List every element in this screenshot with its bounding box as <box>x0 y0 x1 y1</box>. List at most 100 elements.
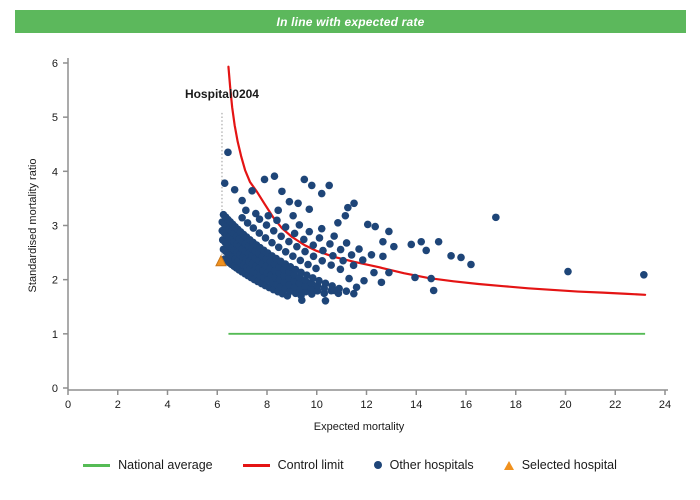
other-hospital-point[interactable] <box>295 221 304 229</box>
other-hospital-point[interactable] <box>277 232 285 241</box>
other-hospital-point[interactable] <box>349 261 358 270</box>
selected-hospital-marker[interactable] <box>215 254 227 267</box>
other-hospital-point[interactable] <box>350 199 358 208</box>
other-hospital-point[interactable] <box>303 271 311 279</box>
other-hospital-point[interactable] <box>305 227 314 236</box>
other-hospital-point[interactable] <box>321 279 330 288</box>
other-hospital-point[interactable] <box>255 215 264 223</box>
other-hospital-point[interactable] <box>238 213 246 222</box>
other-hospital-point[interactable] <box>309 241 318 249</box>
other-hospital-point[interactable] <box>248 187 256 195</box>
other-hospital-point[interactable] <box>290 229 299 238</box>
other-hospital-point[interactable] <box>336 265 345 274</box>
other-hospital-point[interactable] <box>304 260 312 269</box>
other-hospital-point[interactable] <box>281 248 290 256</box>
other-hospital-point[interactable] <box>289 211 297 220</box>
other-hospital-point[interactable] <box>307 290 316 298</box>
other-hospital-point[interactable] <box>640 270 648 279</box>
other-hospital-point[interactable] <box>317 224 326 233</box>
other-hospital-point[interactable] <box>274 243 283 252</box>
other-hospital-point[interactable] <box>298 296 306 305</box>
other-hospital-point[interactable] <box>269 226 278 235</box>
other-hospital-point[interactable] <box>309 252 318 261</box>
other-hospital-point[interactable] <box>278 187 286 196</box>
other-hospital-point[interactable] <box>300 175 309 184</box>
other-hospital-point[interactable] <box>317 189 326 198</box>
other-hospital-point[interactable] <box>350 289 358 298</box>
other-hospital-point[interactable] <box>270 172 279 180</box>
other-hospital-point[interactable] <box>315 234 324 242</box>
other-hospital-point[interactable] <box>358 256 367 264</box>
other-hospital-point[interactable] <box>325 181 333 190</box>
other-hospital-point[interactable] <box>564 267 572 276</box>
other-hospital-point[interactable] <box>255 229 264 237</box>
other-hospital-point[interactable] <box>238 196 246 205</box>
other-hospital-point[interactable] <box>367 250 376 259</box>
other-hospital-point[interactable] <box>360 276 368 285</box>
other-hospital-point[interactable] <box>370 268 378 277</box>
other-hospital-point[interactable] <box>305 205 314 214</box>
legend-item-other-hospitals[interactable]: Other hospitals <box>373 458 474 472</box>
other-hospital-point[interactable] <box>427 274 435 283</box>
other-hospital-point[interactable] <box>262 221 271 229</box>
other-hospital-point[interactable] <box>242 206 250 215</box>
other-hospital-point[interactable] <box>252 209 260 218</box>
other-hospital-point[interactable] <box>224 148 232 157</box>
other-hospital-point[interactable] <box>307 181 316 190</box>
other-hospital-point[interactable] <box>457 253 465 262</box>
other-hospital-point[interactable] <box>315 276 323 285</box>
other-hospital-point[interactable] <box>345 274 353 283</box>
other-hospital-point[interactable] <box>352 283 361 292</box>
other-hospital-point[interactable] <box>312 264 320 273</box>
other-hospital-point[interactable] <box>319 246 327 255</box>
other-hospital-point[interactable] <box>285 197 294 206</box>
other-hospital-point[interactable] <box>492 213 500 222</box>
other-hospital-point[interactable] <box>281 223 290 231</box>
other-hospital-point[interactable] <box>285 237 293 246</box>
other-hospital-point[interactable] <box>329 251 337 260</box>
other-hospital-point[interactable] <box>220 179 229 188</box>
other-hospital-point[interactable] <box>289 252 297 260</box>
other-hospital-point[interactable] <box>295 279 304 288</box>
other-hospital-point[interactable] <box>344 203 352 212</box>
other-hospital-point[interactable] <box>313 286 322 295</box>
other-hospital-point[interactable] <box>301 247 309 256</box>
other-hospital-point[interactable] <box>347 251 356 259</box>
other-hospital-point[interactable] <box>300 235 308 244</box>
other-hospital-point[interactable] <box>261 234 270 242</box>
other-hospital-point[interactable] <box>379 237 387 246</box>
other-hospital-point[interactable] <box>260 175 269 184</box>
legend-item-selected-hospital[interactable]: Selected hospital <box>503 458 617 472</box>
other-hospital-point[interactable] <box>339 256 347 265</box>
other-hospital-point[interactable] <box>326 240 334 248</box>
other-hospital-point[interactable] <box>342 287 351 295</box>
other-hospital-point[interactable] <box>355 245 363 253</box>
other-hospital-point[interactable] <box>273 216 281 225</box>
other-hospital-point[interactable] <box>434 237 443 246</box>
other-hospital-point[interactable] <box>336 245 345 254</box>
other-hospital-point[interactable] <box>308 274 317 282</box>
other-hospital-point[interactable] <box>371 222 380 231</box>
other-hospital-point[interactable] <box>334 218 342 227</box>
other-hospital-point[interactable] <box>320 289 329 298</box>
other-hospital-point[interactable] <box>342 239 351 247</box>
other-hospital-point[interactable] <box>429 286 438 295</box>
other-hospital-point[interactable] <box>297 268 305 277</box>
other-hospital-point[interactable] <box>330 286 338 295</box>
other-hospital-point[interactable] <box>422 246 431 255</box>
other-hospital-point[interactable] <box>385 268 393 277</box>
legend-item-national-average[interactable]: National average <box>83 458 213 472</box>
legend-item-control-limit[interactable]: Control limit <box>242 458 344 472</box>
other-hospital-point[interactable] <box>390 242 398 251</box>
other-hospital-point[interactable] <box>407 240 416 249</box>
other-hospital-point[interactable] <box>321 296 330 305</box>
other-hospital-point[interactable] <box>377 278 386 287</box>
other-hospital-point[interactable] <box>249 224 258 232</box>
other-hospital-point[interactable] <box>294 199 302 208</box>
other-hospital-point[interactable] <box>274 206 282 215</box>
other-hospital-point[interactable] <box>318 256 327 265</box>
other-hospital-point[interactable] <box>417 237 426 246</box>
other-hospital-point[interactable] <box>447 252 455 260</box>
other-hospital-point[interactable] <box>230 185 239 194</box>
